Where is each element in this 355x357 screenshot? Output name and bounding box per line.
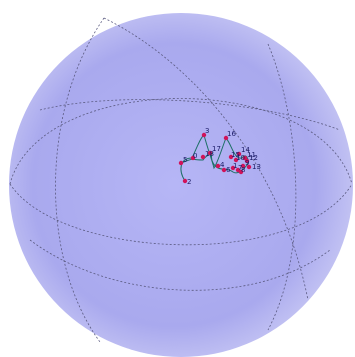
grid-circle-tilted xyxy=(39,99,341,131)
grid-circle-vertical-right xyxy=(103,17,309,301)
node-17 xyxy=(207,150,213,156)
node-label-17: 17 xyxy=(212,145,221,153)
node-label-11: 11 xyxy=(247,151,256,159)
node-14 xyxy=(236,151,242,157)
node-5 xyxy=(178,160,184,166)
node-0 xyxy=(190,155,196,161)
node-label-7: 7 xyxy=(238,164,242,172)
node-label-4: 4 xyxy=(220,161,225,169)
node-15 xyxy=(228,154,234,160)
node-16 xyxy=(223,135,229,141)
node-3 xyxy=(201,132,207,138)
node-label-2: 2 xyxy=(187,178,191,186)
node-label-15: 15 xyxy=(231,151,240,159)
grid-circle-tilted-lower xyxy=(29,239,331,291)
grid-circle-horizontal xyxy=(9,98,353,185)
node-label-18: 18 xyxy=(205,150,214,158)
node-label-6: 6 xyxy=(226,166,231,174)
node-1 xyxy=(230,165,236,171)
node-8 xyxy=(238,169,244,175)
node-13 xyxy=(246,164,252,170)
sphere-body xyxy=(9,13,353,357)
node-label-0: 0 xyxy=(193,152,197,160)
node-9 xyxy=(240,163,246,169)
node-2 xyxy=(182,178,188,184)
grid-circle-vertical-right-back xyxy=(267,43,297,331)
node-label-12: 12 xyxy=(249,154,258,162)
node-10 xyxy=(233,157,239,163)
node-18 xyxy=(200,154,206,160)
node-label-3: 3 xyxy=(205,127,209,135)
grid-circle-horizontal-back xyxy=(9,183,353,246)
node-label-1: 1 xyxy=(233,162,237,170)
node-4 xyxy=(215,163,221,169)
node-label-5: 5 xyxy=(183,156,187,164)
grid-circle-vertical-left xyxy=(55,17,105,343)
node-label-14: 14 xyxy=(241,146,250,154)
node-label-8: 8 xyxy=(241,166,245,174)
node-12 xyxy=(244,158,250,164)
node-label-10: 10 xyxy=(236,154,245,162)
node-6 xyxy=(221,167,227,173)
node-label-9: 9 xyxy=(245,159,249,167)
node-label-16: 16 xyxy=(227,130,236,138)
node-label-13: 13 xyxy=(252,163,261,171)
